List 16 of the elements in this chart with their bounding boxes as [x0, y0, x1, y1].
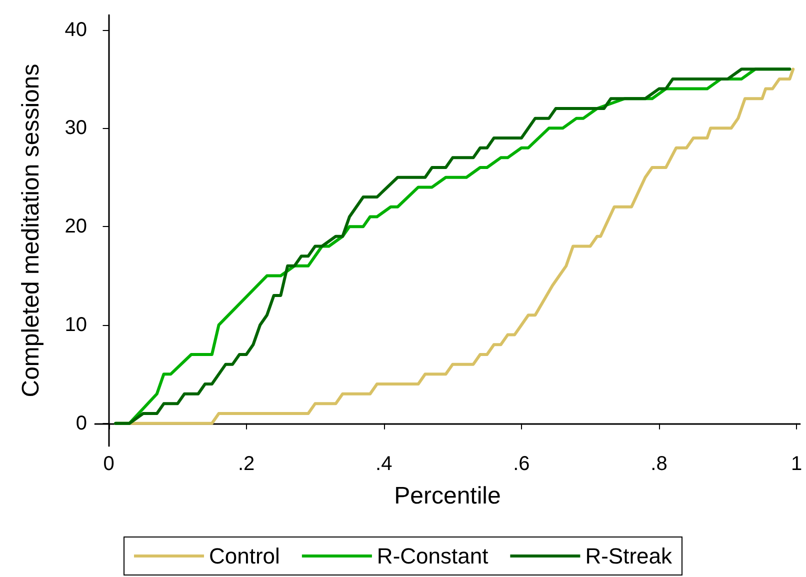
- legend-label: R-Constant: [376, 544, 488, 568]
- y-tick-label: 0: [76, 412, 87, 434]
- y-axis-title: Completed meditation sessions: [18, 64, 44, 398]
- x-tick-label: .8: [650, 453, 668, 475]
- y-tick-label: 10: [64, 314, 87, 336]
- x-tick-label: .2: [238, 453, 255, 475]
- legend-label: R-Streak: [585, 544, 673, 568]
- y-tick-label: 40: [64, 18, 87, 41]
- x-tick-label: 1: [791, 453, 802, 475]
- y-tick-label: 20: [64, 216, 87, 238]
- y-tick-label: 30: [64, 117, 87, 140]
- x-tick-label: .6: [513, 453, 530, 475]
- x-axis-title: Percentile: [394, 482, 501, 510]
- x-tick-label: 0: [103, 453, 114, 475]
- legend-label: Control: [209, 544, 280, 568]
- x-tick-label: .4: [376, 453, 392, 475]
